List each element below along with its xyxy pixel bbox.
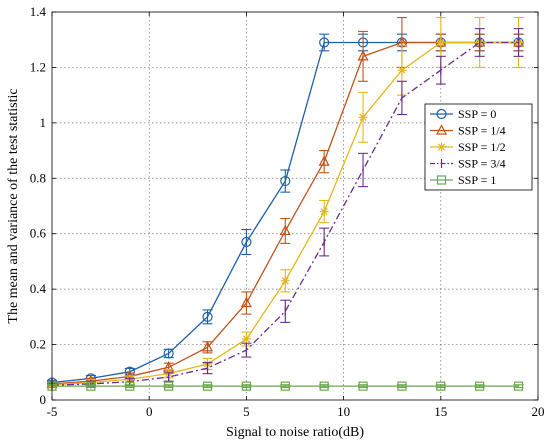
square-marker (202, 381, 213, 391)
error-bar (435, 384, 446, 389)
circle-marker (280, 175, 291, 187)
square-marker (358, 381, 368, 391)
x-tick-label: 15 (434, 404, 447, 419)
y-tick-label: 1.4 (30, 4, 47, 19)
asterisk-marker (319, 207, 329, 217)
series-5 (47, 381, 524, 391)
square-marker (125, 381, 135, 391)
triangle-marker (240, 296, 252, 308)
error-bar (358, 384, 369, 389)
asterisk-marker (280, 276, 290, 286)
series-2 (46, 16, 525, 389)
square-marker (164, 381, 174, 391)
legend-entry: SSP = 1/2 (430, 140, 506, 154)
error-bar (319, 384, 330, 389)
x-axis-label: Signal to noise ratio(dB) (226, 425, 364, 440)
asterisk-marker (436, 37, 446, 47)
circle-marker (202, 311, 213, 322)
error-bar (202, 384, 213, 389)
error-bar (396, 384, 407, 389)
asterisk-marker (437, 142, 446, 152)
square-marker (436, 381, 446, 391)
y-tick-label: 0 (40, 392, 47, 407)
error-bar (280, 169, 291, 193)
y-tick-label: 0.4 (30, 281, 47, 296)
asterisk-marker (358, 112, 368, 122)
plot-frame (51, 11, 539, 401)
x-tick-label: 20 (532, 404, 545, 419)
square-marker (86, 381, 96, 391)
y-tick-label: 0.8 (30, 170, 46, 185)
error-bar (474, 384, 485, 389)
legend: SSP = 0 SSP = 1/4 SSP = 1/2 SSP = 3/4 SSP = … (424, 103, 533, 191)
triangle-marker (357, 50, 369, 61)
x-tick-label: 5 (243, 404, 250, 419)
series-line (51, 41, 519, 386)
series-1 (46, 33, 524, 388)
y-tick-label: 1.2 (30, 59, 46, 74)
error-bar (241, 291, 252, 315)
grid-lines (52, 12, 538, 400)
series-line (51, 41, 519, 384)
error-bar (319, 150, 330, 174)
square-marker (319, 381, 329, 391)
legend-label: SSP = 0 (458, 107, 496, 121)
error-bar (280, 384, 291, 389)
y-axis-label: The mean and variance of the test statis… (6, 88, 21, 323)
asterisk-marker (397, 65, 407, 75)
error-bar (241, 229, 252, 256)
x-tick-label: 0 (146, 404, 153, 419)
error-bar (319, 33, 330, 52)
circle-marker (436, 108, 447, 120)
error-bar (280, 217, 291, 244)
plot-series (46, 16, 525, 391)
asterisk-marker (241, 334, 251, 344)
series-3 (47, 16, 524, 390)
x-tick-label: 10 (337, 404, 350, 419)
legend-label: SSP = 1/4 (458, 124, 506, 138)
error-bar (358, 30, 369, 82)
legend-entry: SSP = 3/4 (430, 157, 506, 171)
series-line (51, 41, 519, 385)
y-tick-label: 1 (40, 115, 47, 130)
error-bar (163, 384, 174, 389)
square-marker (241, 381, 251, 391)
triangle-marker (318, 155, 330, 166)
circle-marker (241, 236, 252, 248)
triangle-marker (279, 224, 291, 236)
error-bar (85, 384, 96, 389)
square-marker (513, 381, 524, 391)
x-tick-label: -5 (47, 404, 58, 419)
square-marker (436, 175, 447, 185)
triangle-marker (436, 124, 447, 135)
square-marker (397, 381, 407, 391)
legend-entry: SSP = 0 (430, 107, 496, 121)
triangle-marker (202, 341, 214, 352)
square-marker (280, 381, 290, 391)
legend-label: SSP = 1/2 (458, 140, 506, 154)
y-tick-label: 0.6 (30, 226, 47, 241)
error-bar (241, 384, 252, 389)
series-4 (47, 28, 524, 390)
error-bar (124, 384, 135, 389)
circle-marker (163, 348, 174, 359)
legend-label: SSP = 1 (458, 173, 496, 187)
legend-label: SSP = 3/4 (458, 157, 506, 171)
circle-marker (319, 37, 330, 48)
error-bar (513, 384, 524, 389)
legend-entry: SSP = 1 (430, 173, 496, 187)
square-marker (475, 381, 485, 391)
y-tick-label: 0.2 (30, 337, 46, 352)
legend-entry: SSP = 1/4 (430, 124, 506, 138)
series-line (51, 41, 519, 386)
